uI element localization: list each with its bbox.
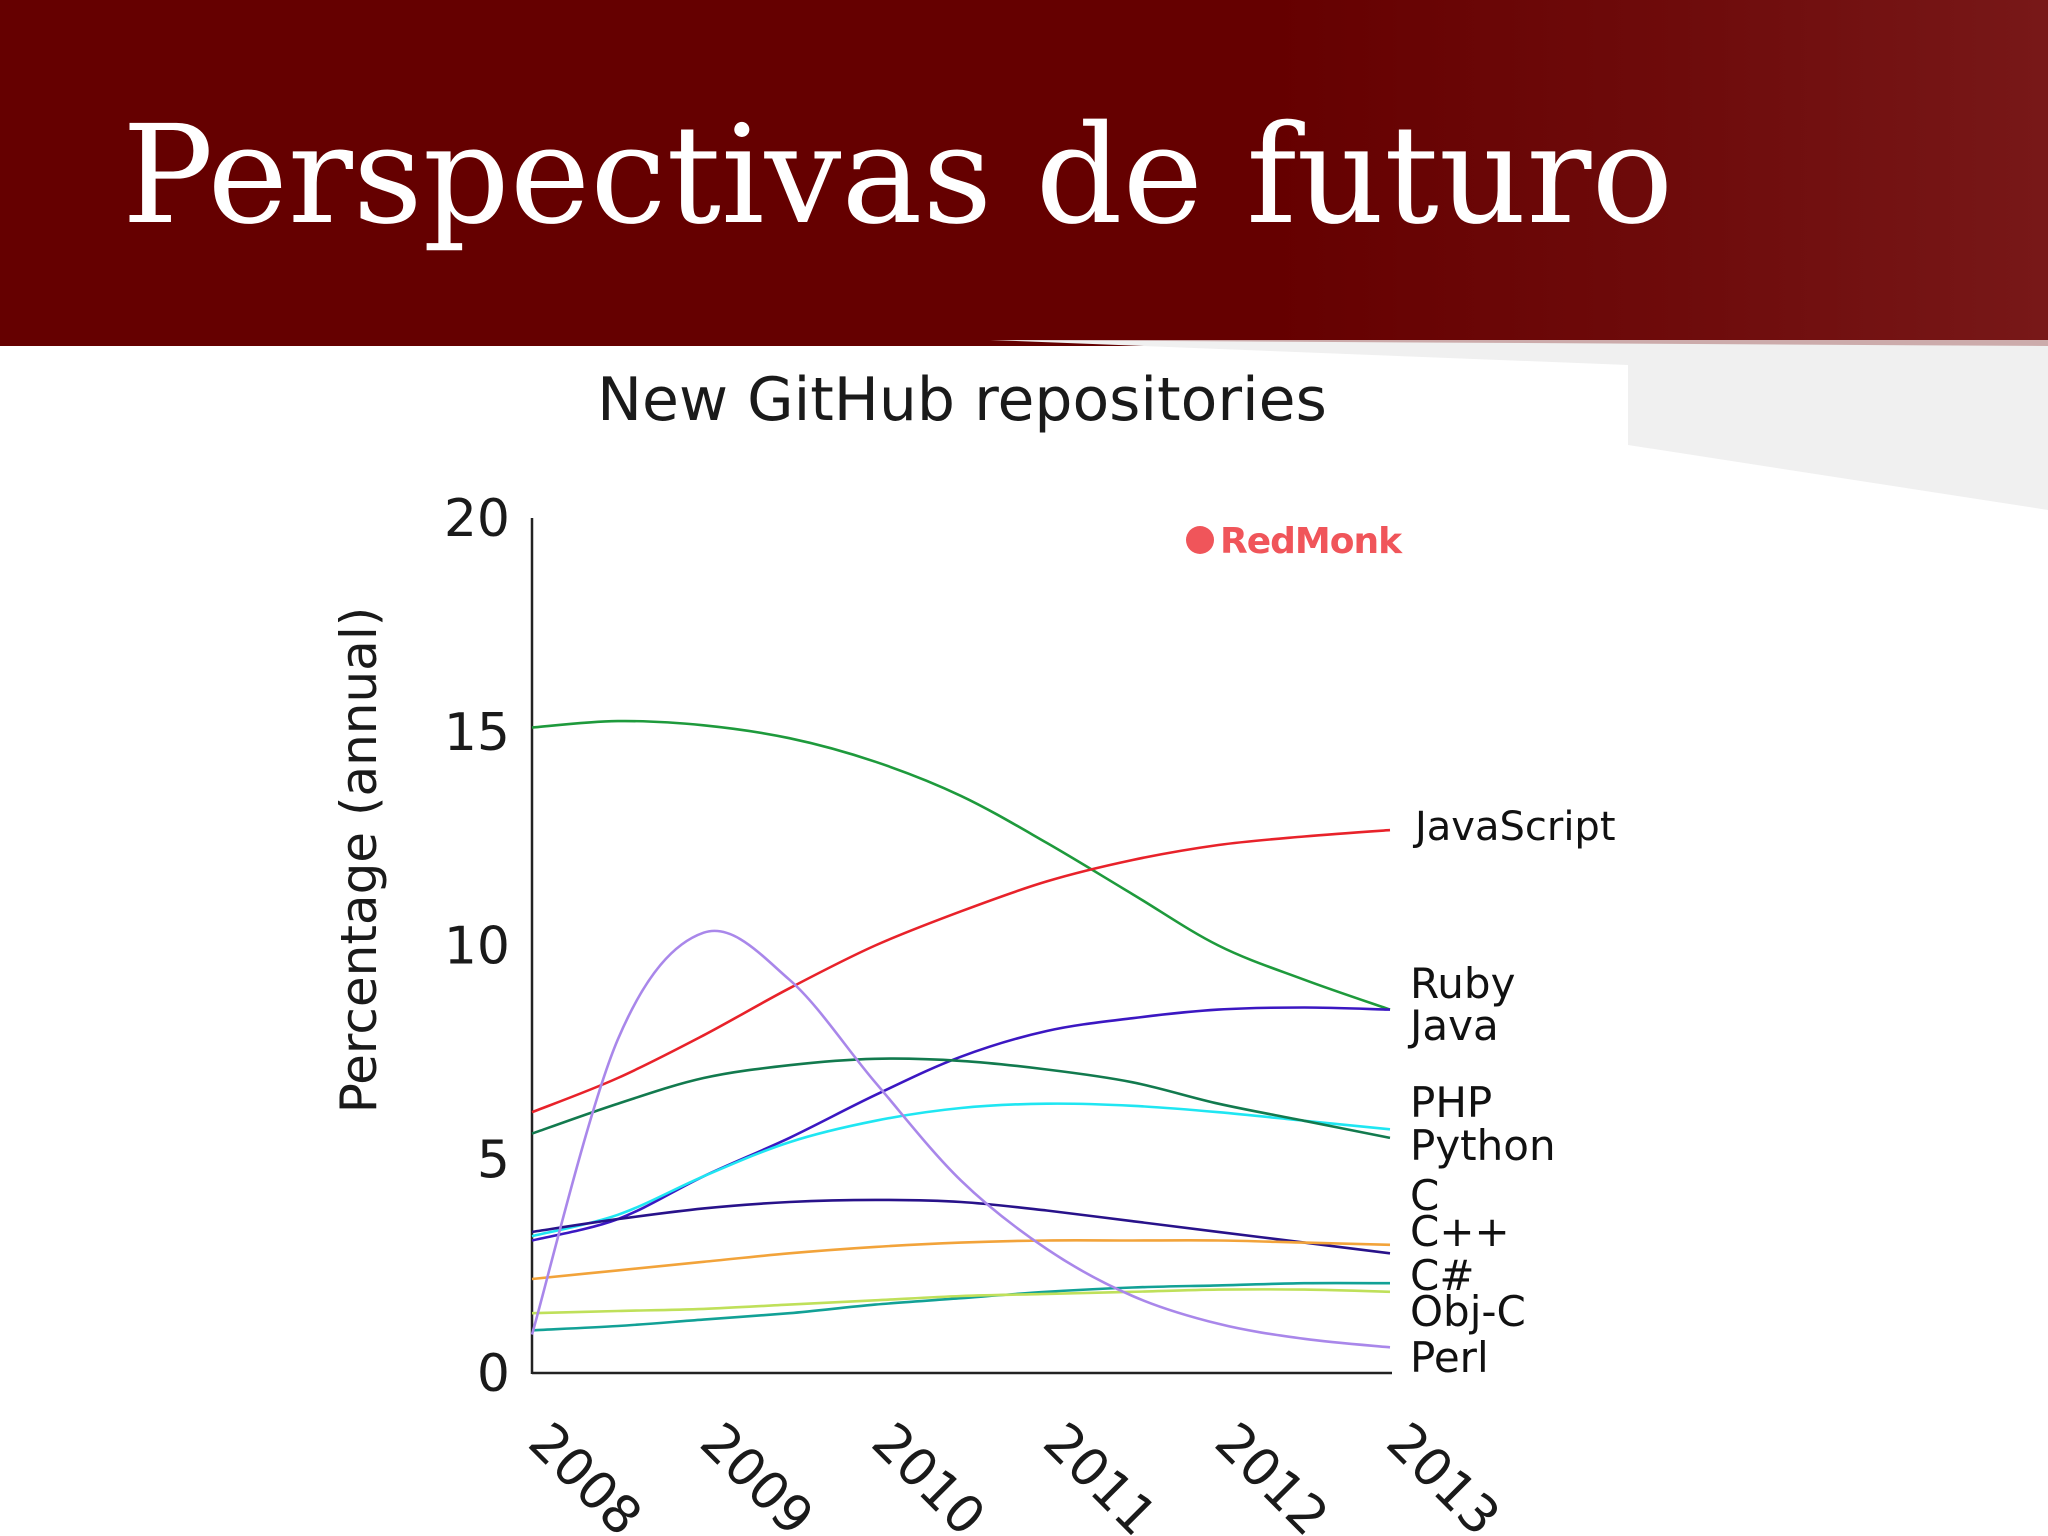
- series-labels: Ruby JavaScript Java PHPPythonCC++C#Obj-CPe…: [1407, 804, 1616, 1382]
- series-label-csharp: C#: [1410, 1251, 1475, 1300]
- series-line-python: [531, 1057, 1391, 1140]
- series-label-java: Java: [1407, 1001, 1499, 1050]
- x-tick-label: 2009: [688, 1412, 824, 1536]
- decorative-shadow: [980, 340, 2048, 346]
- x-tick-label: 2008: [517, 1412, 653, 1536]
- y-tick-label: 20: [444, 489, 510, 549]
- series-label-javascript: JavaScript: [1412, 804, 1616, 850]
- decorative-grey-shape: [990, 340, 2048, 510]
- series-line-obj-c: [531, 1288, 1391, 1315]
- slide-title: Perspectivas de futuro: [122, 97, 1674, 255]
- series-line-java: [531, 1006, 1391, 1242]
- series-label-perl: Perl: [1410, 1333, 1489, 1382]
- decorative-shapes: [980, 340, 2048, 510]
- slide-header-band: Perspectivas de futuro: [0, 0, 2048, 346]
- watermark-text: RedMonk: [1220, 521, 1403, 562]
- series-line-cpp: [531, 1239, 1391, 1281]
- x-tick-labels: 2008 2009 2010 2011 2012 2013: [517, 1412, 1511, 1536]
- y-axis-label: Percentage (annual): [330, 607, 388, 1113]
- series-label-php: PHP: [1410, 1078, 1492, 1127]
- redmonk-logo-icon: [1186, 526, 1214, 554]
- series-label-cpp: C++: [1410, 1207, 1510, 1256]
- y-tick-label: 10: [444, 917, 510, 977]
- series-line-csharp: [531, 1281, 1391, 1332]
- redmonk-watermark: RedMonk: [1186, 521, 1404, 562]
- series-line-php: [531, 1102, 1391, 1238]
- series-line-c: [531, 1198, 1391, 1255]
- x-tick-label: 2012: [1203, 1412, 1339, 1536]
- x-tick-label: 2010: [860, 1412, 996, 1536]
- y-tick-label: 0: [477, 1344, 510, 1404]
- y-tick-label: 15: [444, 703, 510, 763]
- series-lines: [530, 719, 1391, 1349]
- series-line-ruby: [531, 719, 1391, 1011]
- y-tick-label: 5: [477, 1130, 510, 1190]
- y-tick-labels: 0 5 10 15 20: [444, 489, 510, 1404]
- chart-title: New GitHub repositories: [597, 365, 1327, 435]
- series-label-python: Python: [1410, 1121, 1556, 1170]
- x-tick-label: 2013: [1375, 1412, 1511, 1536]
- series-line-perl: [530, 929, 1391, 1349]
- series-line-javascript: [531, 828, 1391, 1114]
- series-label-ruby: Ruby: [1410, 959, 1515, 1008]
- x-tick-label: 2011: [1032, 1412, 1168, 1536]
- series-label-obj-c: Obj-C: [1410, 1287, 1526, 1336]
- series-label-c: C: [1410, 1171, 1439, 1220]
